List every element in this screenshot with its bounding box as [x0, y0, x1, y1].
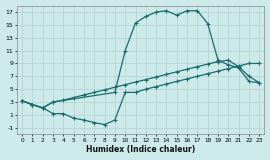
X-axis label: Humidex (Indice chaleur): Humidex (Indice chaleur)	[86, 145, 195, 154]
